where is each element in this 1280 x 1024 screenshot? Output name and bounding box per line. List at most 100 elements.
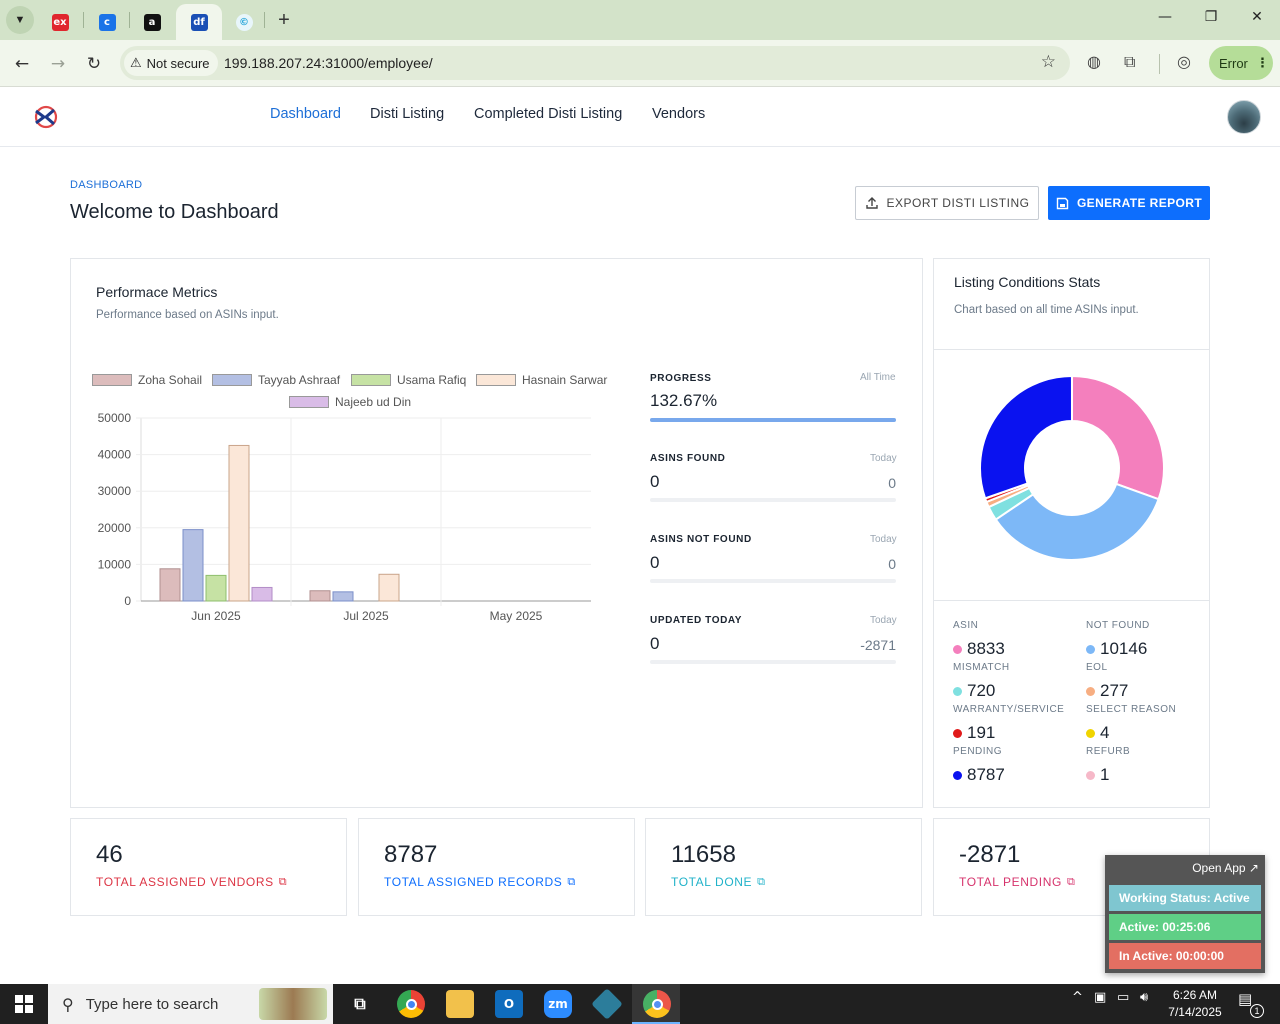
legend-item[interactable]: Hasnain Sarwar <box>476 373 607 387</box>
working-status-badge: Working Status: Active <box>1109 885 1261 911</box>
kebab-menu-icon: ⋮ <box>1255 55 1269 71</box>
kpi-card[interactable]: 8787 TOTAL ASSIGNED RECORDS ⧉ <box>358 818 635 916</box>
browser-tab[interactable]: © <box>221 4 267 40</box>
kpi-link[interactable]: TOTAL ASSIGNED RECORDS ⧉ <box>384 875 576 889</box>
browser-tab[interactable]: c <box>84 4 130 40</box>
not-secure-chip[interactable]: ⚠ Not secure <box>124 50 218 76</box>
divider <box>934 349 1209 350</box>
tab-search-chevron-icon[interactable]: ▼ <box>6 6 34 34</box>
export-disti-listing-button[interactable]: EXPORT DISTI LISTING <box>855 186 1039 220</box>
task-view-icon[interactable]: ⧉ <box>354 994 366 1013</box>
x-tick-label: Jul 2025 <box>343 609 389 623</box>
kpi-link[interactable]: TOTAL DONE ⧉ <box>671 875 766 889</box>
metric-value: 0 <box>650 472 660 491</box>
external-link-icon: ⧉ <box>567 875 576 888</box>
bar <box>332 591 354 602</box>
bookmark-star-icon[interactable]: ☆ <box>1040 52 1056 72</box>
legend-item[interactable]: Usama Rafiq <box>351 373 466 387</box>
reload-icon[interactable]: ↻ <box>86 54 102 74</box>
donut-slice <box>994 482 1160 561</box>
performance-bar-chart: 50000 40000 30000 20000 10000 0 Jun 2025 Jul 20… <box>98 411 591 623</box>
outlook-icon[interactable]: O <box>495 990 523 1018</box>
url-text[interactable]: 199.188.207.24:31000/employee/ <box>224 55 433 71</box>
nav-disti-listing[interactable]: Disti Listing <box>370 106 445 122</box>
chrome-icon[interactable] <box>397 990 425 1018</box>
legend-item[interactable]: Najeeb ud Din <box>289 395 411 409</box>
close-window-icon[interactable]: ✕ <box>1251 9 1263 25</box>
ex-favicon-icon: ex <box>51 13 69 31</box>
windows-taskbar: ⚲ Type here to search ⧉ O zm ^ ▣ ▭ 🔊︎ 6:… <box>0 984 1280 1024</box>
active-app-indicator <box>632 984 680 1024</box>
app-diamond-icon[interactable] <box>591 988 623 1020</box>
metric-label: ASINS NOT FOUND <box>650 534 752 545</box>
zoom-icon[interactable]: zm <box>544 990 572 1018</box>
metric-value: 132.67% <box>650 391 718 410</box>
kpi-link[interactable]: TOTAL ASSIGNED VENDORS ⧉ <box>96 875 287 889</box>
y-tick-label: 20000 <box>98 521 132 535</box>
kpi-link[interactable]: TOTAL PENDING ⧉ <box>959 875 1075 889</box>
globe-extension-icon[interactable]: ◍ <box>1087 52 1101 71</box>
stat-value: 8833 <box>953 639 1005 659</box>
metric-right-value: -2871 <box>860 637 896 653</box>
tray-chevron-icon[interactable]: ^ <box>1072 990 1083 1005</box>
kpi-value: 8787 <box>384 841 438 868</box>
warning-triangle-icon: ⚠ <box>130 55 142 71</box>
stat-number: 8787 <box>967 765 1005 784</box>
browser-tab[interactable]: a <box>129 4 175 40</box>
y-tick-label: 10000 <box>98 557 132 571</box>
forward-arrow-icon[interactable]: → <box>50 54 66 74</box>
metric-value: 0 <box>650 634 660 653</box>
progress-bar <box>650 418 896 422</box>
file-explorer-icon[interactable] <box>446 990 474 1018</box>
legend-item[interactable]: Tayyab Ashraaf <box>212 373 340 387</box>
windows-start-icon[interactable] <box>0 984 48 1024</box>
open-app-link[interactable]: Open App ↗ <box>1192 861 1259 875</box>
nav-completed-disti-listing[interactable]: Completed Disti Listing <box>474 106 623 122</box>
generate-report-button[interactable]: GENERATE REPORT <box>1048 186 1210 220</box>
bar <box>378 573 400 602</box>
taskbar-search-box[interactable]: ⚲ Type here to search <box>48 984 333 1024</box>
notification-center-icon[interactable]: ▤ <box>1238 990 1253 1008</box>
taskbar-clock[interactable]: 6:26 AM 7/14/2025 <box>1160 987 1230 1021</box>
stat-label: MISMATCH <box>953 662 1010 673</box>
upload-icon <box>865 197 878 209</box>
error-button[interactable]: Error ⋮ <box>1209 46 1273 80</box>
kpi-card[interactable]: 46 TOTAL ASSIGNED VENDORS ⧉ <box>70 818 347 916</box>
back-arrow-icon[interactable]: ← <box>14 54 30 74</box>
user-avatar[interactable] <box>1227 100 1261 134</box>
restore-icon[interactable]: ❐ <box>1204 9 1218 25</box>
minimize-icon[interactable]: — <box>1158 9 1172 25</box>
address-bar[interactable]: ⚠ Not secure 199.188.207.24:31000/employ… <box>120 46 1070 80</box>
legend-swatch <box>92 374 132 386</box>
browser-tab-active[interactable]: df <box>176 4 222 40</box>
error-label: Error <box>1219 55 1248 71</box>
legend-dot-icon <box>1086 728 1095 738</box>
new-tab-plus-icon[interactable]: + <box>278 8 290 31</box>
app-navbar: Dashboard Disti Listing Completed Disti … <box>0 87 1280 147</box>
legend-dot-icon <box>953 644 962 654</box>
company-logo-icon[interactable] <box>32 105 60 129</box>
network-icon[interactable]: ▭ <box>1117 990 1130 1005</box>
legend-item[interactable]: Zoha Sohail <box>92 373 202 387</box>
export-label: EXPORT DISTI LISTING <box>886 196 1030 210</box>
stat-label: WARRANTY/SERVICE <box>953 704 1065 715</box>
tray-app-icon[interactable]: ▣ <box>1094 990 1107 1005</box>
chrome-profile-icon[interactable] <box>643 990 671 1018</box>
profile-icon[interactable]: ◎ <box>1177 52 1191 71</box>
volume-icon[interactable]: 🔊︎ <box>1140 990 1149 1005</box>
y-tick-label: 30000 <box>98 484 132 498</box>
browser-toolbar: ← → ↻ ⚠ Not secure 199.188.207.24:31000/… <box>0 40 1280 87</box>
browser-tab[interactable]: ex <box>37 4 83 40</box>
nav-vendors[interactable]: Vendors <box>652 106 706 122</box>
metric-period: Today <box>870 534 897 545</box>
nav-dashboard[interactable]: Dashboard <box>270 106 341 122</box>
generate-report-label: GENERATE REPORT <box>1076 196 1203 210</box>
extensions-puzzle-icon[interactable]: ⧉ <box>1124 52 1136 71</box>
kpi-value: -2871 <box>959 841 1021 868</box>
kpi-card[interactable]: 11658 TOTAL DONE ⧉ <box>645 818 922 916</box>
listing-conditions-title: Listing Conditions Stats <box>954 274 1101 290</box>
stat-label: PENDING <box>953 746 1003 757</box>
kpi-value: 46 <box>96 841 123 868</box>
kpi-value: 11658 <box>671 841 736 868</box>
tab-separator <box>83 12 84 28</box>
